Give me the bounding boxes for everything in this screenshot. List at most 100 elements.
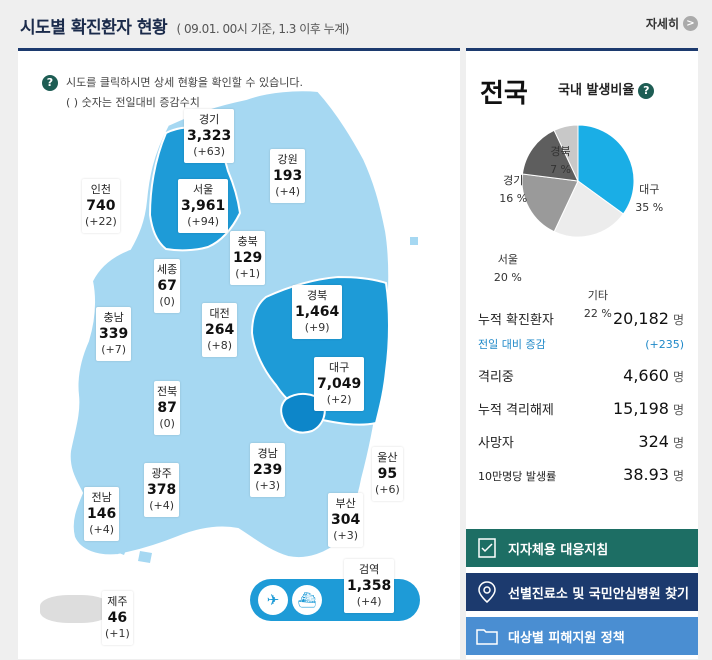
stat-number: 4,660	[623, 366, 669, 385]
stat-confirmed: 누적 확진환자 20,182 명	[478, 309, 684, 328]
region-label-daegu[interactable]: 대구 7,049 (+2)	[314, 357, 365, 411]
region-name: 광주	[151, 467, 172, 480]
pie-label-name: 대구	[639, 183, 660, 197]
region-label-jeju[interactable]: 제주 46 (+1)	[102, 591, 133, 645]
pie-label-3: 경기 16 %	[491, 172, 535, 208]
stat-label: 사망자	[478, 436, 514, 451]
region-name: 경북	[307, 289, 328, 302]
region-label-chungnam[interactable]: 충남 339 (+7)	[96, 307, 132, 361]
region-value: 304	[331, 512, 361, 528]
region-diff: (+1)	[105, 627, 130, 640]
region-label-jeonbuk[interactable]: 전북 87 (0)	[154, 381, 181, 435]
stat-unit: 명	[672, 313, 684, 327]
region-value: 46	[107, 610, 128, 626]
pie-chart: 대구 35 % 기타 22 % 서울 20 % 경기 16 % 경북 7 %	[466, 103, 698, 320]
stat-number: 38.93	[623, 465, 669, 484]
region-diff: (+1)	[235, 267, 261, 280]
stat-value: 324 명	[638, 432, 684, 451]
region-label-gwangju[interactable]: 광주 378 (+4)	[144, 463, 180, 517]
region-diff: (+3)	[333, 529, 359, 542]
stat-deaths: 사망자 324 명	[478, 432, 684, 451]
region-value: 378	[147, 482, 177, 498]
more-link[interactable]: 자세히 >	[646, 15, 698, 32]
region-label-daejeon[interactable]: 대전 264 (+8)	[202, 303, 238, 357]
region-value: 193	[273, 168, 303, 184]
region-name: 경기	[199, 113, 220, 126]
ratio-title-text: 국내 발생비율	[558, 83, 635, 98]
pie-label-value: 35 %	[635, 201, 664, 215]
button-label: 선별진료소 및 국민안심병원 찾기	[508, 586, 690, 602]
folder-icon	[476, 625, 498, 647]
stat-value: 4,660 명	[623, 366, 684, 385]
page-header: 시도별 확진환자 현황 ( 09.01. 00시 기준, 1.3 이후 누계) …	[0, 0, 712, 46]
region-name: 전남	[91, 491, 112, 504]
stat-label: 누적 격리해제	[478, 403, 554, 418]
region-label-chungbuk[interactable]: 충북 129 (+1)	[230, 231, 266, 285]
pie-label-0: 대구 35 %	[627, 181, 671, 217]
region-label-jeonnam[interactable]: 전남 146 (+4)	[84, 487, 120, 541]
document-check-icon	[476, 537, 498, 559]
pie-slice-4	[553, 124, 579, 182]
page-title: 시도별 확진환자 현황 ( 09.01. 00시 기준, 1.3 이후 누계)	[20, 13, 349, 38]
region-label-incheon[interactable]: 인천 740 (+22)	[82, 179, 120, 233]
region-name: 서울	[193, 183, 214, 196]
stat-number: 324	[638, 432, 669, 451]
stat-unit: 명	[672, 370, 684, 384]
support-policy-button[interactable]: 대상별 피해지원 정책	[466, 617, 698, 655]
stat-rate: 10만명당 발생률 38.93 명	[478, 465, 684, 484]
question-icon[interactable]: ?	[638, 82, 655, 99]
stat-released: 누적 격리해제 15,198 명	[478, 399, 684, 418]
region-diff: (+4)	[149, 499, 175, 512]
pie-label-2: 서울 20 %	[486, 251, 530, 287]
jeju-map-shape[interactable]	[40, 595, 110, 623]
region-label-gangwon[interactable]: 강원 193 (+4)	[270, 149, 306, 203]
stat-unit: 명	[672, 469, 684, 483]
region-diff: (0)	[159, 295, 175, 308]
region-diff: (+94)	[187, 215, 220, 228]
region-diff: (+63)	[193, 145, 226, 158]
region-diff: (+2)	[326, 393, 352, 406]
stat-unit: 명	[672, 436, 684, 450]
region-label-gyeongbuk[interactable]: 경북 1,464 (+9)	[292, 285, 343, 339]
region-diff: (+9)	[304, 321, 330, 334]
region-name: 검역	[359, 563, 380, 576]
region-value: 129	[233, 250, 263, 266]
pie-label-4: 경북 7 %	[539, 143, 583, 179]
national-panel: 전국 국내 발생비율? 대구 35 % 기타 22 % 서울 20 % 경기 16 % 경북 7 …	[466, 48, 698, 659]
pie-chart-svg	[521, 124, 635, 238]
region-label-gyeongnam[interactable]: 경남 239 (+3)	[250, 443, 286, 497]
stat-label: 전일 대비 증감	[478, 338, 546, 351]
region-label-sejong[interactable]: 세종 67 (0)	[154, 259, 181, 313]
region-diff: (+4)	[275, 185, 301, 198]
pie-slice-2	[521, 173, 579, 233]
region-name: 세종	[157, 263, 178, 276]
region-diff: (+6)	[375, 483, 400, 496]
region-value: 95	[377, 466, 398, 482]
region-name: 경남	[257, 447, 278, 460]
pie-label-value: 7 %	[550, 162, 572, 176]
pie-label-1: 기타 22 %	[576, 287, 620, 323]
region-label-busan[interactable]: 부산 304 (+3)	[328, 493, 364, 547]
daegu-region[interactable]	[280, 393, 326, 434]
region-label-seoul[interactable]: 서울 3,961 (+94)	[178, 179, 229, 233]
location-pin-icon	[476, 581, 498, 603]
region-label-gyeonggi[interactable]: 경기 3,323 (+63)	[184, 109, 235, 163]
region-name: 인천	[90, 183, 112, 196]
button-label: 대상별 피해지원 정책	[508, 630, 625, 646]
region-value: 339	[99, 326, 129, 342]
region-label-ulsan[interactable]: 울산 95 (+6)	[372, 447, 403, 501]
stat-value: 15,198 명	[613, 399, 684, 418]
region-diff: (+7)	[101, 343, 127, 356]
region-value: 87	[157, 400, 177, 416]
local-guideline-button[interactable]: 지자체용 대응지침	[466, 529, 698, 567]
region-name: 부산	[335, 497, 356, 510]
region-label-quarantine[interactable]: 검역 1,358 (+4)	[344, 559, 395, 613]
quarantine-pill[interactable]: ✈ ⛴	[250, 579, 420, 621]
page-title-text: 시도별 확진환자 현황	[20, 18, 168, 38]
region-name: 충남	[103, 311, 124, 324]
map-panel: ? 시도를 클릭하시면 상세 현황을 확인할 수 있습니다. ( ) 숫자는 전일…	[18, 48, 460, 659]
region-name: 울산	[377, 451, 398, 464]
help-text: ? 시도를 클릭하시면 상세 현황을 확인할 수 있습니다. ( ) 숫자는 전일…	[42, 73, 303, 113]
clinic-finder-button[interactable]: 선별진료소 및 국민안심병원 찾기	[466, 573, 698, 611]
pie-slice-3	[521, 129, 579, 182]
